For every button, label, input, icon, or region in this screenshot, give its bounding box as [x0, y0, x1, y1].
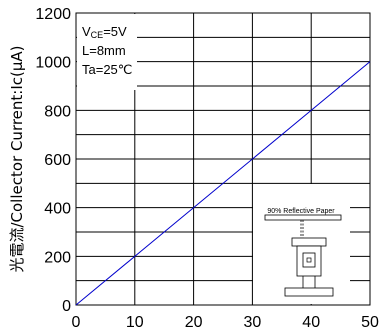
condition-vce: VCE=5V	[82, 24, 127, 40]
x-tick-label: 20	[185, 314, 203, 331]
y-tick-label: 400	[44, 201, 71, 218]
y-tick-labels: 0 200 400 600 800 1000 1200	[35, 6, 71, 315]
y-tick-label: 200	[44, 249, 71, 266]
measurement-diagram: 90% Reflective Paper	[253, 184, 350, 304]
y-tick-label: 800	[44, 103, 71, 120]
condition-temperature: Ta=25℃	[82, 62, 132, 77]
y-tick-label: 1000	[35, 55, 71, 72]
grid-lines	[76, 13, 370, 305]
y-axis-label: 光電流/Collector Current:Ic(μA)	[8, 45, 26, 272]
y-tick-label: 1200	[35, 6, 71, 23]
x-tick-label: 30	[244, 314, 262, 331]
x-tick-label: 50	[361, 314, 379, 331]
y-tick-label: 600	[44, 152, 71, 169]
reflective-paper-label: 90% Reflective Paper	[267, 208, 335, 215]
x-tick-label: 10	[126, 314, 144, 331]
x-tick-label: 40	[302, 314, 320, 331]
series-line	[75, 61, 371, 306]
x-tick-label: 0	[72, 314, 81, 331]
series-layer	[75, 61, 371, 306]
y-tick-label: 0	[62, 298, 71, 315]
plot-frame	[75, 12, 371, 306]
sensor-top	[291, 237, 327, 247]
board	[284, 287, 334, 297]
condition-distance: L=8mm	[82, 43, 126, 58]
x-tick-labels: 0 10 20 30 40 50	[72, 314, 379, 331]
conditions-box: VCE=5V L=8mm Ta=25℃	[77, 14, 137, 90]
reflective-paper	[264, 214, 342, 221]
